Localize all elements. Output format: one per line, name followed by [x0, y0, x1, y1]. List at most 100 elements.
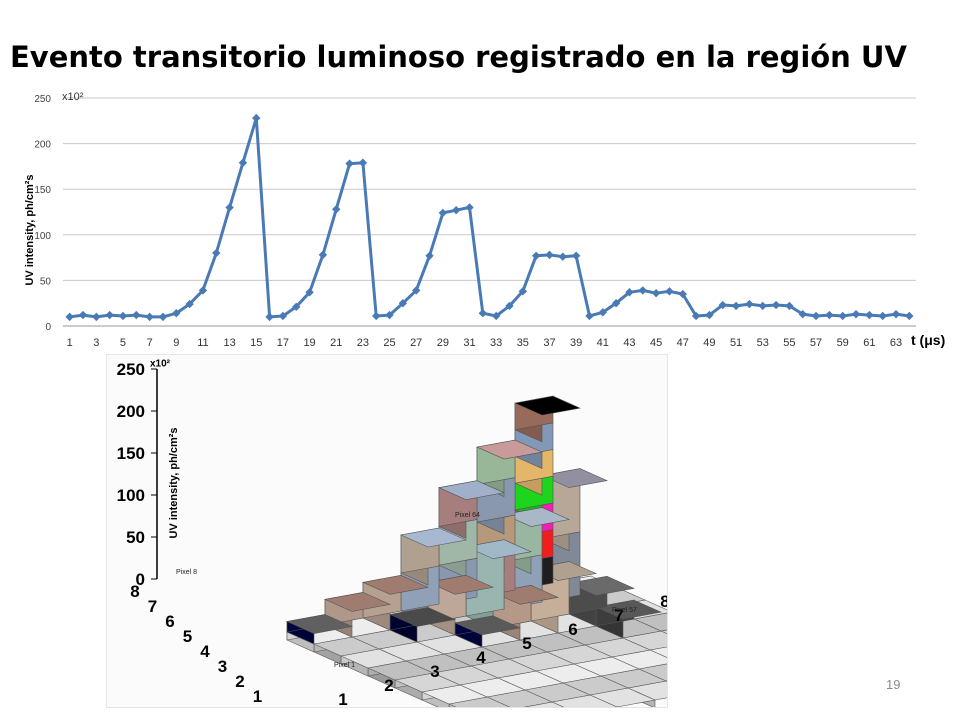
x-tick-labels: 1 3 5 7 9 11 13 15 17 19 21 23 25 27 29 31 33 35 37 39 41 43 4… — [67, 337, 903, 349]
bar-top — [464, 539, 533, 560]
page-number: 19 — [886, 677, 901, 692]
lego-col-tick-label: 7 — [614, 606, 623, 625]
data-point — [411, 286, 421, 295]
x-tick-label: 9 — [173, 337, 179, 349]
x-tick-label: 3 — [93, 337, 99, 349]
lego-col-tick-label: 1 — [338, 690, 347, 707]
data-point — [198, 286, 208, 295]
y-axis-title: UV intensity, ph/cm²s — [24, 174, 36, 285]
data-point — [278, 311, 288, 321]
data-point — [678, 289, 687, 299]
y-tick-label: 200 — [34, 140, 51, 151]
data-point — [105, 310, 114, 320]
data-point — [798, 309, 807, 319]
data-point — [118, 311, 128, 321]
lego-row-tick-label: 6 — [165, 612, 174, 631]
lego-z-tick-label: 100 — [117, 486, 145, 505]
pixel-label: Pixel 1 — [334, 662, 355, 669]
data-point — [212, 248, 221, 258]
data-point — [478, 309, 488, 318]
x-tick-label: 27 — [410, 337, 422, 349]
bar-top — [540, 468, 609, 488]
bar-top — [323, 592, 392, 612]
bar-top — [513, 395, 582, 416]
bar-top — [502, 507, 571, 527]
data-point — [598, 308, 607, 317]
x-tick-label: 43 — [623, 337, 635, 349]
tile-top — [648, 646, 667, 658]
y-tick-label: 250 — [34, 94, 51, 105]
series-markers — [65, 113, 914, 322]
base-tile — [312, 636, 381, 665]
data-point — [745, 299, 754, 309]
data-point — [651, 288, 661, 298]
data-point — [785, 301, 794, 311]
x-tick-label: 37 — [543, 337, 555, 349]
x-tick-label: 5 — [120, 337, 126, 349]
x-tick-label: 57 — [810, 337, 822, 349]
data-point — [891, 309, 901, 319]
lego-col-tick-label: 5 — [522, 634, 531, 653]
x-tick-label: 49 — [703, 337, 715, 349]
bar-top — [594, 599, 663, 620]
data-point — [611, 299, 621, 308]
data-point — [691, 311, 701, 321]
x-tick-label: 45 — [650, 337, 662, 349]
data-point — [491, 311, 501, 321]
data-point — [132, 310, 141, 320]
data-point — [465, 203, 474, 212]
y-tick-label: 100 — [34, 231, 51, 242]
data-point — [851, 309, 861, 319]
data-point — [838, 311, 847, 321]
lego-z-tick-label: 50 — [126, 528, 145, 547]
data-point — [438, 208, 448, 218]
data-point — [185, 299, 194, 309]
bar-top — [426, 574, 495, 595]
x-tick-label: 63 — [890, 337, 902, 349]
x-tick-label: 39 — [570, 337, 582, 349]
data-point — [238, 158, 248, 167]
pixel-label: Pixel 64 — [455, 512, 480, 519]
lego-col-tick-label: 6 — [568, 620, 577, 639]
chart-gridlines — [63, 97, 916, 281]
x-tick-label: 47 — [677, 337, 689, 349]
x-tick-label: 1 — [67, 337, 73, 349]
bar-top — [388, 607, 457, 627]
x-tick-label: 55 — [783, 337, 795, 349]
series-line — [69, 116, 910, 319]
data-point — [425, 251, 434, 260]
bar-top — [285, 614, 354, 634]
x-tick-label: 53 — [757, 337, 769, 349]
data-point — [625, 288, 634, 297]
data-point — [92, 312, 101, 322]
lego-col-tick-label: 4 — [476, 648, 486, 667]
x-tick-label: 19 — [303, 337, 315, 349]
lego-z-tick-label: 200 — [117, 402, 145, 421]
lego-y-title: UV intensity, ph/cm²s — [168, 427, 180, 538]
x-tick-label: 35 — [517, 337, 529, 349]
data-point — [158, 312, 168, 322]
x-tick-label: 51 — [730, 337, 742, 349]
lego-bar — [453, 615, 522, 648]
y-tick-labels: 0 50 100 150 200 250 — [34, 94, 51, 333]
data-point — [811, 311, 821, 321]
lego-z-axis: 250 200 150 100 50 0 x10² UV intensity, ph/cm… — [117, 358, 180, 589]
lego-row-tick-label: 3 — [218, 657, 227, 676]
lego-multiplier: x10² — [150, 358, 171, 369]
x-tick-label: 13 — [223, 337, 235, 349]
lego-z-tick-label: 0 — [136, 570, 145, 589]
data-point — [332, 205, 341, 214]
data-point — [865, 310, 874, 320]
y-tick-label: 150 — [34, 185, 51, 196]
bar-top — [399, 527, 468, 548]
bar-top — [453, 615, 522, 636]
base-tile — [366, 660, 435, 689]
lego-row-tick-label: 8 — [130, 582, 139, 601]
x-tick-label: 41 — [597, 337, 609, 349]
data-point — [571, 251, 581, 260]
data-point — [305, 288, 314, 297]
data-point — [78, 310, 88, 320]
bar-top — [361, 575, 430, 595]
